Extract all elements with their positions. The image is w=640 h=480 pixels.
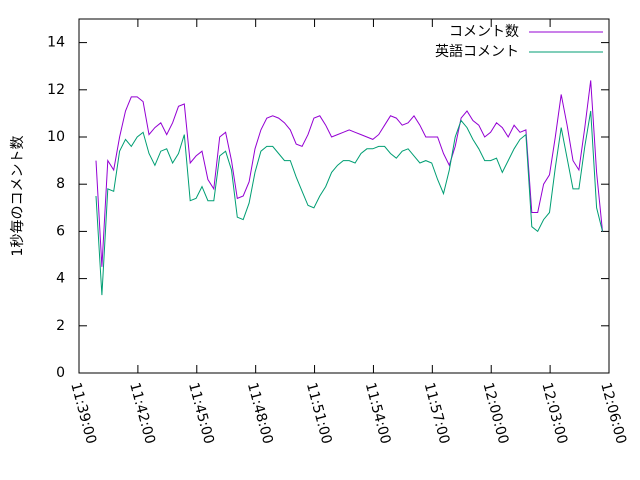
x-tick-label: 11:48:00 [244,381,276,446]
x-tick-label: 11:45:00 [185,381,217,446]
x-tick-label: 12:00:00 [479,381,511,446]
y-tick-label: 6 [56,223,65,239]
y-tick-label: 2 [56,318,65,334]
x-tick-label: 12:03:00 [538,381,570,446]
x-tick-label: 12:06:00 [597,381,629,446]
y-tick-label: 0 [56,365,65,381]
series-line [95,80,603,267]
x-tick-label: 11:57:00 [421,381,453,446]
x-tick-label: 11:51:00 [303,381,335,446]
y-tick-label: 12 [47,82,65,98]
x-tick-label: 11:42:00 [126,381,158,446]
legend-label: 英語コメント [435,43,519,60]
series-line [95,110,603,296]
x-tick-label: 11:54:00 [362,381,394,446]
x-tick-label: 11:39:00 [67,381,99,446]
plot-border [78,18,610,374]
y-tick-label: 10 [47,129,65,145]
y-axis-label: 1秒毎のコメント数 [10,136,26,257]
legend-label: コメント数 [449,24,519,40]
y-tick-label: 4 [56,271,65,287]
y-tick-label: 8 [56,176,65,192]
y-tick-label: 14 [47,35,65,51]
